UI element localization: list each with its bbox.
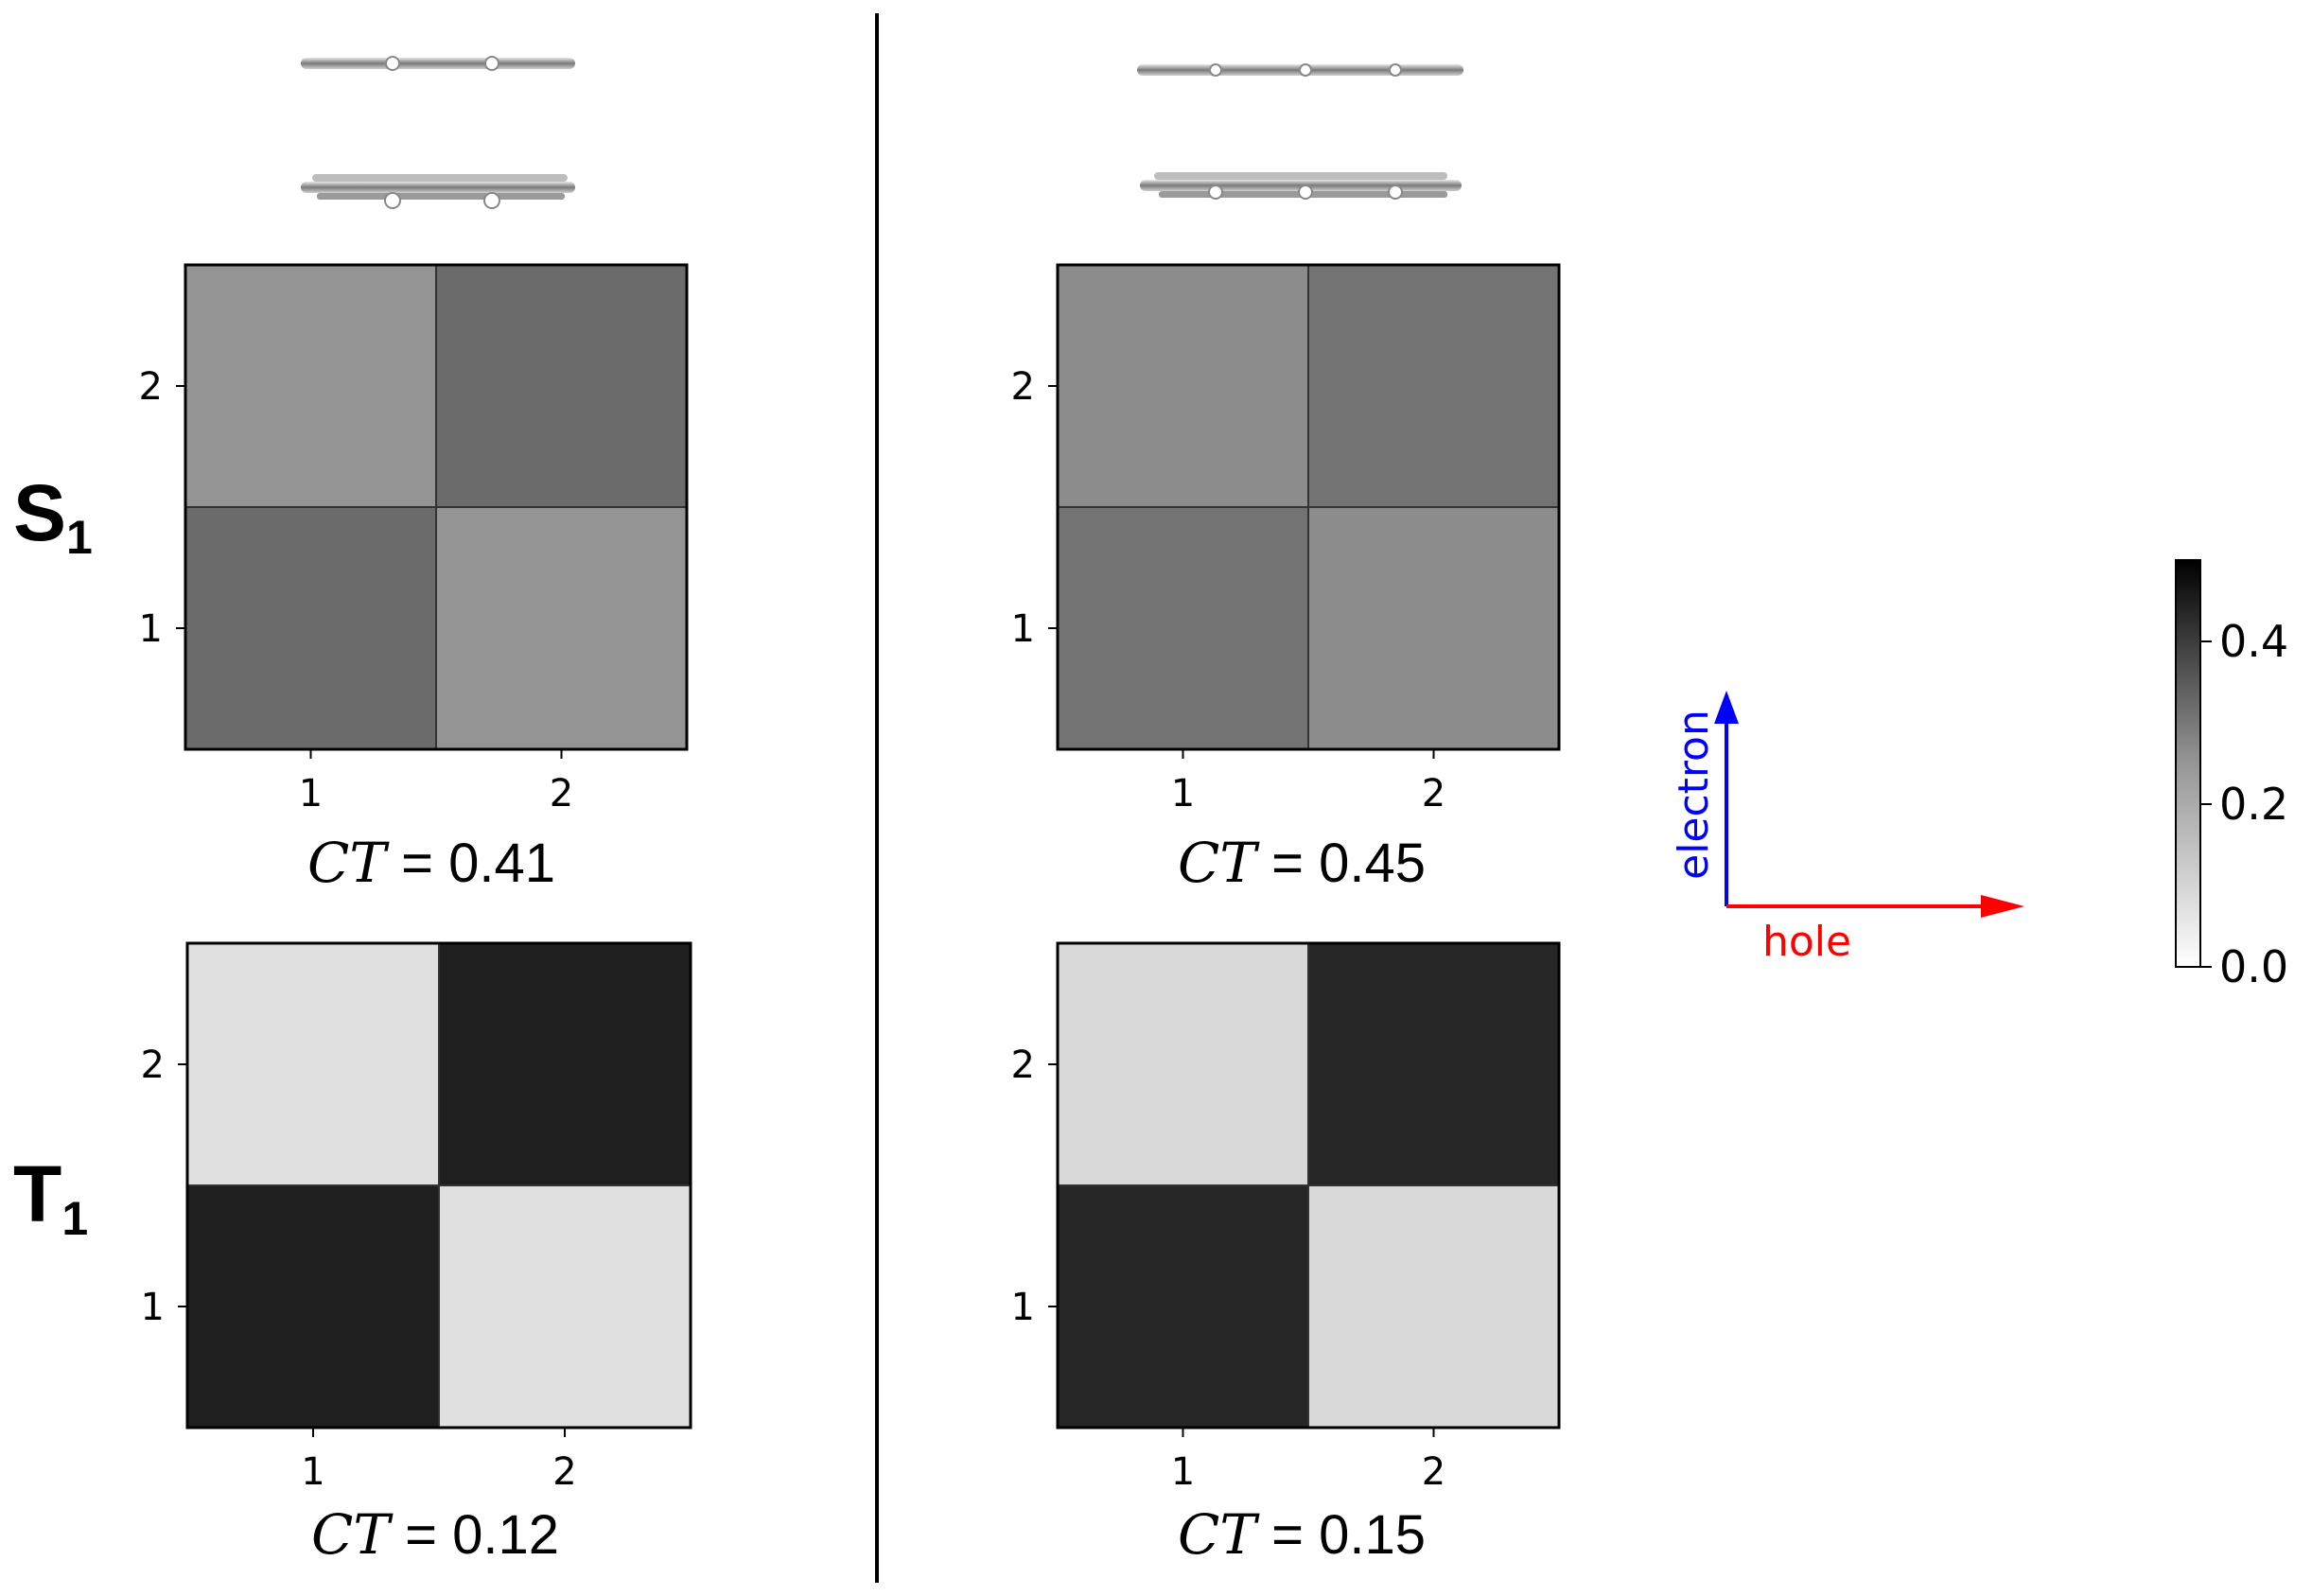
heatmap-frame-s1-right	[1056, 263, 1561, 751]
heatmap-cell-t1-left-y2-x1	[186, 942, 440, 1186]
heatmap-cell-s1-right-y2-x1	[1057, 264, 1309, 508]
heatmap-cell-s1-left-y2-x2	[435, 264, 688, 508]
heatmap-cell-t1-left-y1-x1	[186, 1184, 440, 1429]
ct-value-s1-left: CT = 0.41	[307, 831, 556, 895]
x-tick-label: 2	[552, 1450, 576, 1494]
hole-label: hole	[1762, 918, 1851, 966]
heatmap-cell-s1-right-y2-x2	[1307, 264, 1560, 508]
heatmap-cell-t1-right-y2-x1	[1057, 942, 1309, 1186]
heatmap-cell-t1-right-y1-x2	[1307, 1184, 1560, 1429]
molecule-dimer-left	[301, 56, 575, 209]
y-tick-label: 1	[1011, 1286, 1035, 1329]
heatmap-cell-t1-right-y1-x1	[1057, 1184, 1309, 1429]
heatmap-cell-s1-left-y1-x1	[184, 506, 437, 750]
y-tick-label: 2	[1011, 1044, 1035, 1087]
x-tick-label: 1	[1171, 772, 1195, 816]
y-tick-label: 1	[139, 607, 163, 651]
electron-label: electron	[1670, 710, 1718, 880]
y-tick-label: 1	[1011, 607, 1035, 651]
x-tick-label: 1	[301, 1450, 324, 1494]
heatmap-t1-right: 1 2 1 2	[1011, 941, 1561, 1494]
colorbar-tick-label: 0.0	[2219, 941, 2288, 992]
colorbar-tick-label: 0.4	[2219, 616, 2288, 667]
heatmap-cell-s1-left-y2-x1	[184, 264, 437, 508]
heatmap-cell-t1-right-y2-x2	[1307, 942, 1560, 1186]
heatmap-t1-left: 1 2 1 2	[141, 941, 692, 1494]
heatmap-s1-left: 1 2 1 2	[139, 263, 689, 816]
molecule-dimer-right	[1137, 63, 1463, 200]
y-tick-label: 2	[139, 365, 163, 409]
hole-arrowhead	[1981, 895, 2024, 918]
x-tick-label: 2	[1422, 1450, 1445, 1494]
colorbar: 0.0 0.2 0.4	[2175, 559, 2288, 992]
state-label-s1: S1	[13, 468, 93, 564]
heatmap-cell-t1-left-y2-x2	[438, 942, 692, 1186]
heatmap-panels: 1 2 1 2 1 2 1 2 1 2 1 2 1 2 1 2	[139, 263, 1561, 1494]
hole-electron-legend: electron hole	[1670, 691, 2024, 966]
state-label-t1: T1	[13, 1149, 89, 1245]
heatmap-cell-s1-right-y1-x1	[1057, 506, 1309, 750]
heatmap-s1-right: 1 2 1 2	[1011, 263, 1561, 816]
colorbar-tick-label: 0.2	[2219, 779, 2288, 830]
y-tick-label: 1	[141, 1286, 165, 1329]
heatmap-cell-t1-left-y1-x2	[438, 1184, 692, 1429]
x-tick-label: 2	[550, 772, 573, 816]
x-tick-label: 1	[299, 772, 323, 816]
colorbar-gradient	[2175, 559, 2201, 968]
ct-value-t1-right: CT = 0.15	[1177, 1502, 1427, 1567]
ct-value-s1-right: CT = 0.45	[1177, 831, 1427, 895]
y-tick-label: 2	[1011, 365, 1035, 409]
x-tick-label: 1	[1171, 1450, 1195, 1494]
heatmap-frame-s1-left	[184, 263, 689, 751]
heatmap-cell-s1-left-y1-x2	[435, 506, 688, 750]
heatmap-frame-t1-left	[185, 941, 692, 1429]
y-tick-label: 2	[141, 1044, 165, 1087]
electron-arrowhead	[1714, 691, 1739, 724]
heatmap-frame-t1-right	[1056, 941, 1561, 1429]
ct-value-t1-left: CT = 0.12	[310, 1502, 560, 1567]
heatmap-cell-s1-right-y1-x2	[1307, 506, 1560, 750]
x-tick-label: 2	[1422, 772, 1445, 816]
